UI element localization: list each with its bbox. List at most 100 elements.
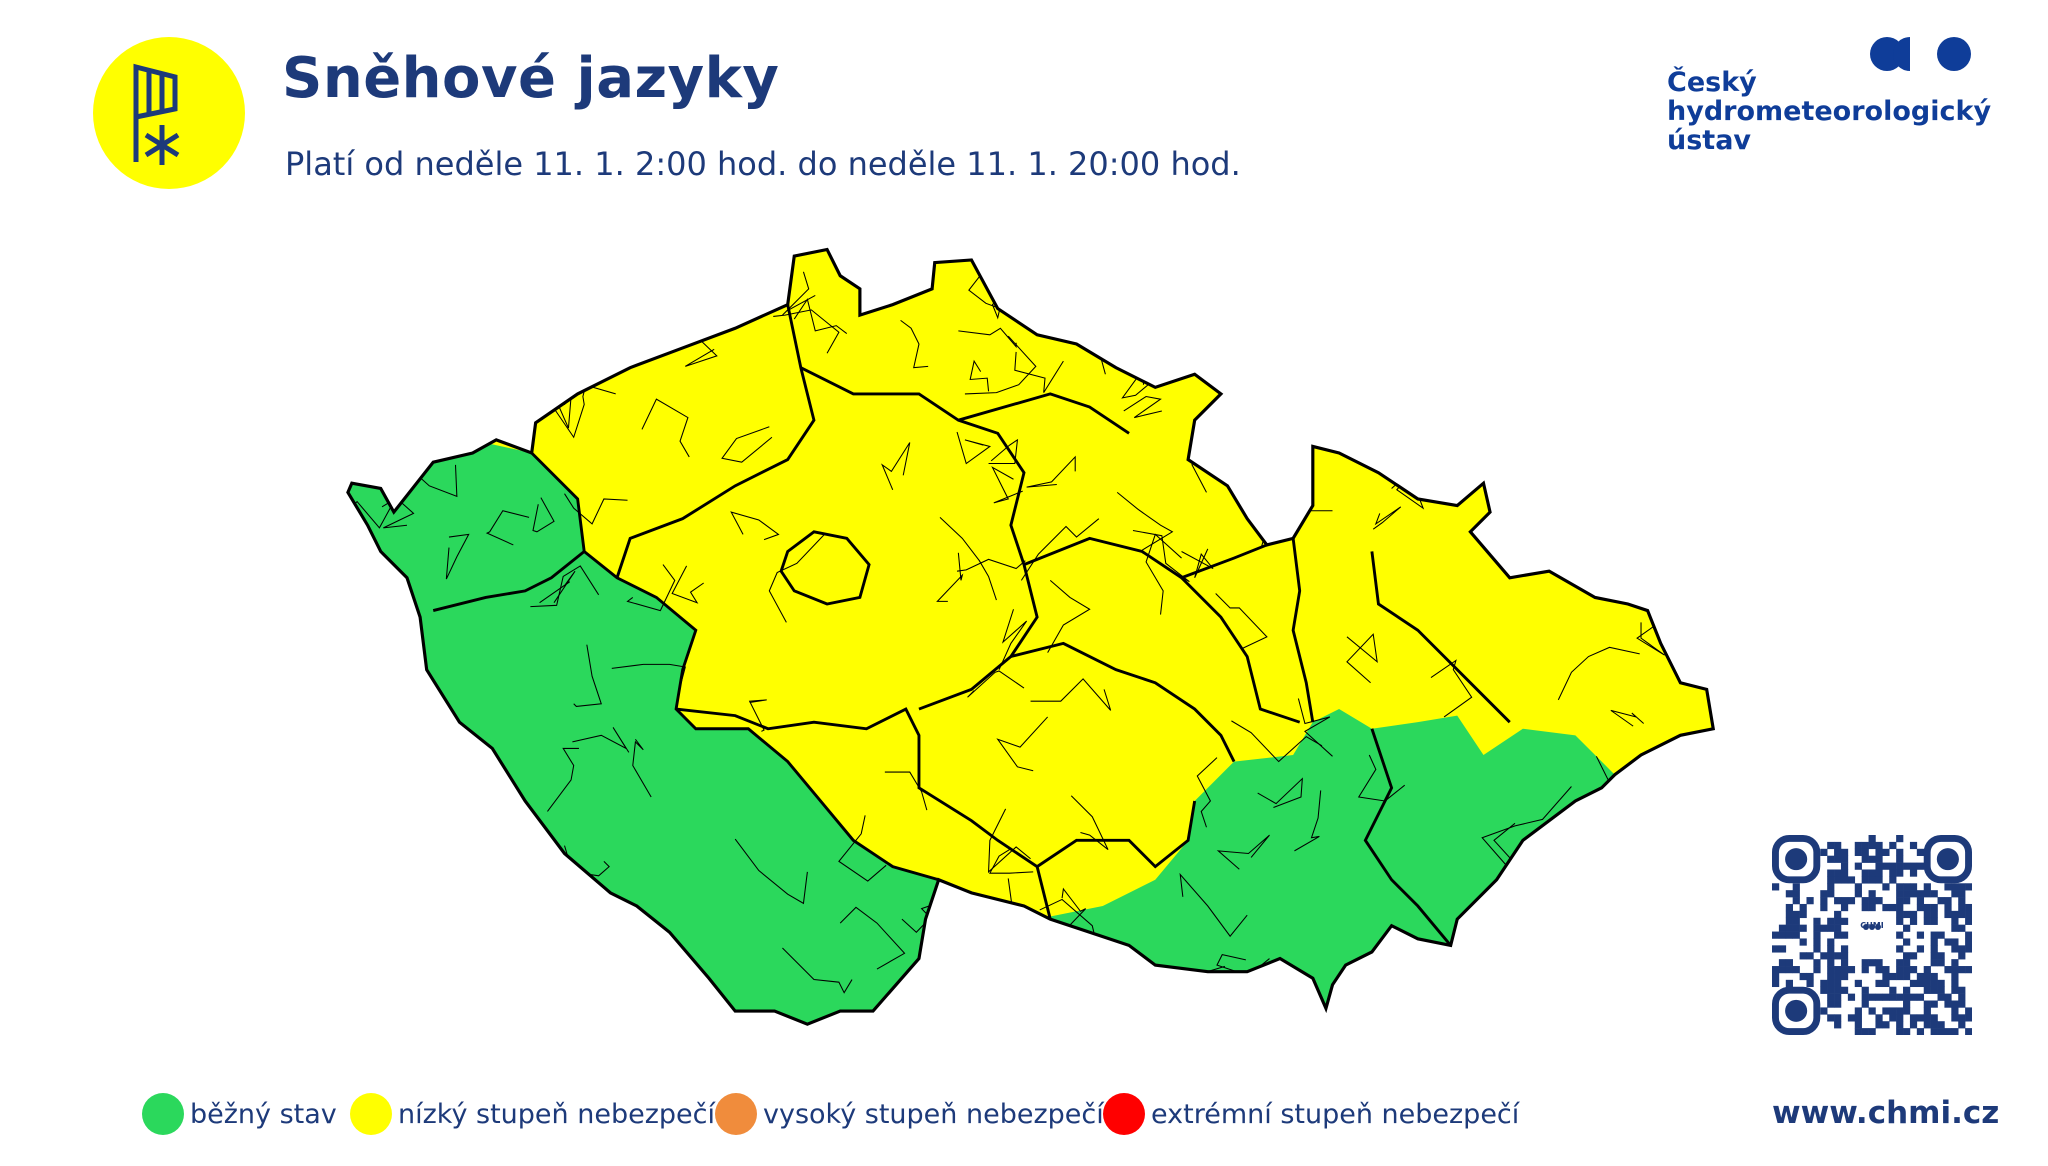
- qr-module: [1896, 1021, 1904, 1029]
- validity-period: Platí od neděle 11. 1. 2:00 hod. do nedě…: [285, 145, 1241, 183]
- qr-module: [1834, 986, 1842, 994]
- qr-module: [1930, 1021, 1938, 1029]
- qr-module: [1827, 972, 1835, 981]
- qr-module: [1923, 1014, 1931, 1022]
- qr-module: [1827, 966, 1835, 974]
- qr-module: [1792, 883, 1800, 891]
- qr-module: [1875, 855, 1883, 863]
- qr-module: [1834, 897, 1842, 905]
- qr-module: [1868, 903, 1876, 912]
- qr-module: [1827, 890, 1835, 898]
- qr-module: [1827, 917, 1835, 925]
- qr-module: [1923, 966, 1931, 974]
- qr-module: [1916, 931, 1925, 939]
- qr-module: [1882, 966, 1890, 974]
- district-boundary: [572, 727, 630, 753]
- qr-module: [1854, 841, 1862, 850]
- qr-module: [1903, 1000, 1911, 1008]
- qr-module: [1951, 1000, 1959, 1008]
- qr-module: [1903, 993, 1911, 1001]
- district-boundary: [532, 497, 555, 533]
- qr-module: [1937, 986, 1945, 994]
- region-boundary: [957, 392, 1130, 435]
- qr-module: [1868, 1007, 1876, 1015]
- qr-module: [1861, 841, 1869, 850]
- qr-module: [1882, 903, 1890, 912]
- qr-code[interactable]: CHMI: [1772, 835, 1973, 1036]
- district-boundary: [1026, 455, 1076, 488]
- qr-module: [1916, 972, 1925, 981]
- district-boundary: [547, 747, 579, 812]
- district-boundary: [1648, 837, 1714, 864]
- qr-module: [1875, 1014, 1883, 1022]
- district-boundary: [964, 335, 1037, 395]
- qr-module: [1889, 1007, 1897, 1015]
- qr-module: [1951, 1028, 1959, 1036]
- qr-module: [1820, 952, 1828, 960]
- district-boundary: [1584, 314, 1658, 392]
- qr-module: [1854, 1014, 1862, 1022]
- qr-module: [1875, 1021, 1883, 1029]
- qr-module: [1896, 862, 1904, 870]
- qr-module: [1923, 1000, 1931, 1008]
- qr-module: [1896, 848, 1904, 856]
- qr-module: [1875, 876, 1883, 884]
- qr-module: [1923, 972, 1931, 981]
- qr-module: [1868, 1028, 1876, 1036]
- qr-module: [1923, 1007, 1931, 1015]
- qr-module: [1909, 869, 1918, 877]
- qr-module: [1896, 903, 1904, 912]
- qr-module: [1813, 945, 1821, 953]
- qr-module: [1868, 890, 1876, 898]
- district-boundary: [1423, 362, 1467, 395]
- region-boundaries: [432, 304, 1511, 947]
- qr-module: [1861, 855, 1869, 863]
- qr-module: [1944, 903, 1952, 912]
- qr-module: [1875, 862, 1883, 870]
- district-boundary: [445, 533, 470, 580]
- district-boundary: [838, 815, 887, 882]
- qr-module: [1799, 972, 1807, 981]
- qr-module: [1868, 869, 1876, 877]
- district-boundary: [1557, 646, 1640, 701]
- qr-module: [1834, 1000, 1842, 1008]
- qr-module: [1958, 966, 1966, 974]
- qr-module: [1799, 938, 1807, 946]
- qr-module: [1965, 1014, 1973, 1022]
- qr-module: [1840, 862, 1849, 870]
- district-boundary: [1682, 951, 1709, 970]
- legend-item-high: vysoký stupeň nebezpečí: [715, 1092, 1104, 1136]
- qr-module: [1909, 883, 1918, 891]
- qr-module: [1834, 841, 1842, 850]
- qr-module: [1903, 959, 1911, 967]
- qr-module: [1868, 841, 1876, 850]
- website-link[interactable]: www.chmi.cz: [1772, 1095, 2000, 1131]
- district-boundary: [376, 880, 412, 913]
- qr-module: [1861, 1000, 1869, 1008]
- district-boundary: [1635, 328, 1682, 408]
- qr-module: [1854, 883, 1862, 891]
- qr-module: [1944, 897, 1952, 905]
- district-boundary: [1346, 633, 1378, 684]
- qr-module: [1909, 993, 1918, 1001]
- district-boundary: [955, 896, 989, 936]
- qr-module: [1861, 1028, 1869, 1036]
- warning-type-icon-badge: [93, 37, 245, 189]
- district-boundary: [991, 466, 1023, 504]
- district-boundary: [1334, 370, 1393, 404]
- qr-module: [1916, 897, 1925, 905]
- qr-module: [1923, 903, 1931, 912]
- qr-module: [1854, 862, 1862, 870]
- qr-module: [1820, 897, 1828, 905]
- qr-module: [1930, 910, 1938, 919]
- qr-module: [1785, 917, 1793, 925]
- qr-module: [1951, 1007, 1959, 1015]
- qr-module: [1834, 931, 1842, 939]
- qr-module: [1896, 972, 1904, 981]
- district-boundary: [1572, 419, 1602, 463]
- legend-label: extrémní stupeň nebezpečí: [1151, 1098, 1520, 1130]
- qr-module: [1827, 876, 1835, 884]
- qr-module: [1951, 972, 1959, 981]
- qr-module: [1778, 959, 1787, 967]
- district-boundary: [1481, 786, 1572, 870]
